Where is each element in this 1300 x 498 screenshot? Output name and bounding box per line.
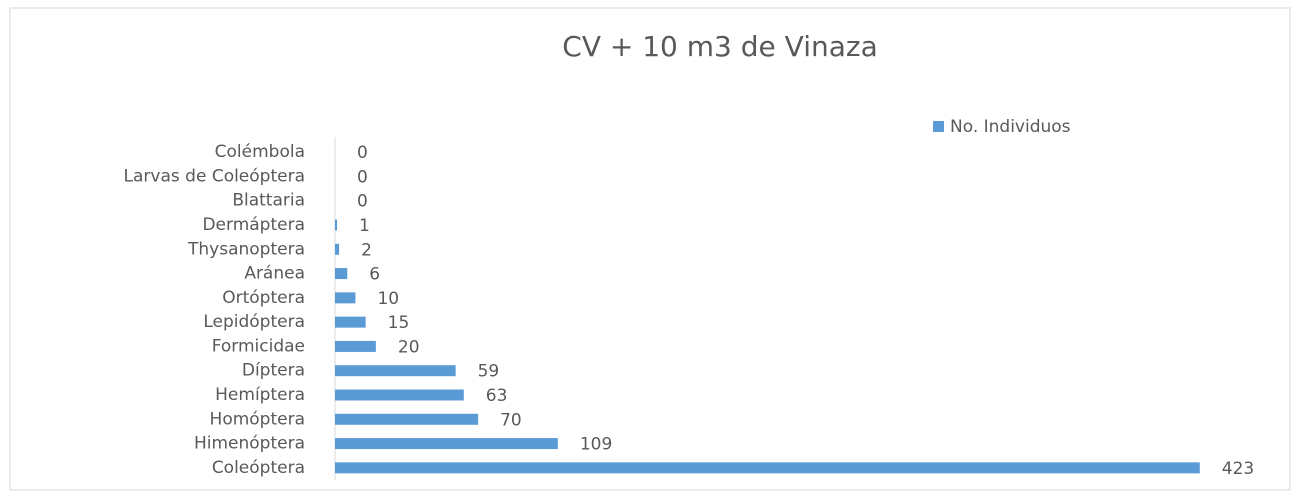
y-tick-label: Blattaria bbox=[232, 191, 305, 211]
legend-label: No. Individuos bbox=[950, 117, 1071, 137]
y-tick-label: Dermáptera bbox=[202, 215, 305, 235]
bar bbox=[335, 340, 376, 352]
value-label: 0 bbox=[357, 167, 368, 187]
bar bbox=[335, 365, 456, 377]
y-tick-label: Coleóptera bbox=[212, 458, 305, 478]
y-tick-label: Thysanoptera bbox=[187, 239, 305, 259]
chart-title: CV + 10 m3 de Vinaza bbox=[562, 30, 877, 63]
value-label: 1 bbox=[359, 216, 370, 236]
legend-swatch bbox=[933, 121, 944, 132]
bar bbox=[335, 438, 558, 450]
value-label: 10 bbox=[377, 289, 399, 309]
value-label: 2 bbox=[361, 240, 372, 260]
bar bbox=[335, 219, 338, 231]
value-label: 423 bbox=[1222, 459, 1254, 479]
bar bbox=[335, 413, 479, 425]
value-label: 0 bbox=[357, 143, 368, 163]
value-label: 63 bbox=[486, 386, 508, 406]
y-tick-label: Aránea bbox=[244, 264, 305, 284]
value-label: 0 bbox=[357, 192, 368, 212]
y-tick-label: Lepidóptera bbox=[203, 312, 305, 332]
y-tick-label: Ortóptera bbox=[222, 288, 305, 308]
y-tick-label: Larvas de Coleóptera bbox=[124, 166, 305, 186]
y-tick-label: Colémbola bbox=[215, 142, 305, 162]
value-label: 15 bbox=[388, 313, 410, 333]
value-label: 70 bbox=[500, 410, 522, 430]
bar bbox=[335, 243, 340, 255]
chart-border bbox=[9, 7, 1291, 491]
y-tick-label: Formicidae bbox=[212, 336, 305, 356]
value-label: 20 bbox=[398, 337, 420, 357]
bar bbox=[335, 292, 356, 304]
bar bbox=[335, 462, 1200, 474]
bar bbox=[335, 389, 464, 401]
value-label: 59 bbox=[478, 362, 500, 382]
bar bbox=[335, 316, 366, 328]
y-tick-label: Hemíptera bbox=[215, 385, 305, 405]
y-tick-label: Díptera bbox=[242, 361, 305, 381]
y-tick-label: Himenóptera bbox=[194, 434, 305, 454]
value-label: 109 bbox=[580, 435, 612, 455]
value-label: 6 bbox=[369, 265, 380, 285]
bar bbox=[335, 268, 348, 280]
y-tick-label: Homóptera bbox=[210, 409, 305, 429]
